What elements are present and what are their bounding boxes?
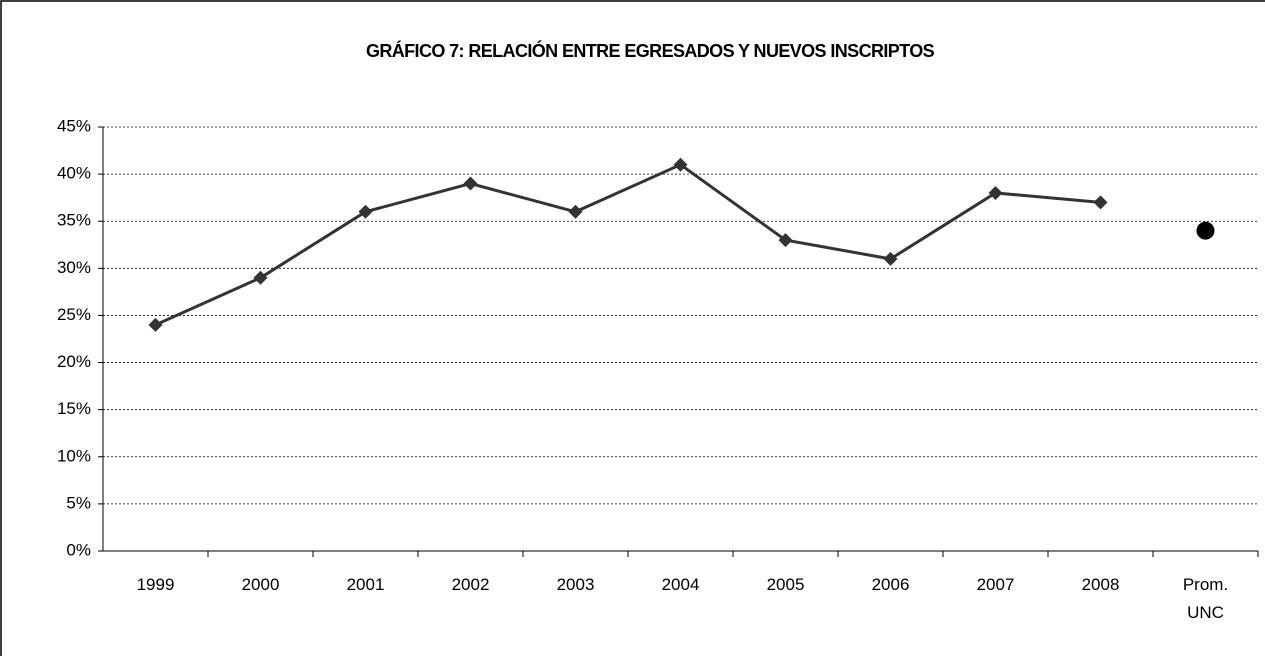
y-tick-label: 15% [57,399,91,418]
marker [1196,221,1215,240]
y-tick-label: 5% [66,493,91,512]
marker [463,176,478,191]
marker [673,157,688,172]
chart-title: GRÁFICO 7: RELACIÓN ENTRE EGRESADOS Y NU… [366,40,935,61]
x-tick-label: 2003 [556,575,595,594]
series-line [154,162,1101,327]
x-tick-label: 2001 [346,575,385,594]
marker [988,185,1003,200]
marker [883,251,898,266]
x-tick-label: 2000 [241,575,280,594]
x-tick-label: 2008 [1081,575,1120,594]
marker [1093,195,1108,210]
x-tick-label: 2004 [661,575,700,594]
marker [148,317,163,332]
y-tick-label: 30% [57,258,91,277]
y-tick-label: 40% [57,164,91,183]
marker [358,204,373,219]
y-tick-label: 35% [57,211,91,230]
y-tick-label: 45% [57,116,91,135]
x-tick-label: 2007 [976,575,1015,594]
x-tick-label: 2005 [766,575,805,594]
x-tick-label: Prom. UNC [1182,575,1229,622]
x-tick-label: 2006 [871,575,910,594]
y-tick-label: 20% [57,352,91,371]
y-tick-label: 25% [57,305,91,324]
marker [253,270,268,285]
x-tick-label: 1999 [136,575,175,594]
marker [778,233,793,248]
y-tick-label: 10% [57,446,91,465]
y-tick-label: 0% [66,540,91,559]
x-tick-label: 2002 [451,575,490,594]
marker [568,204,583,219]
